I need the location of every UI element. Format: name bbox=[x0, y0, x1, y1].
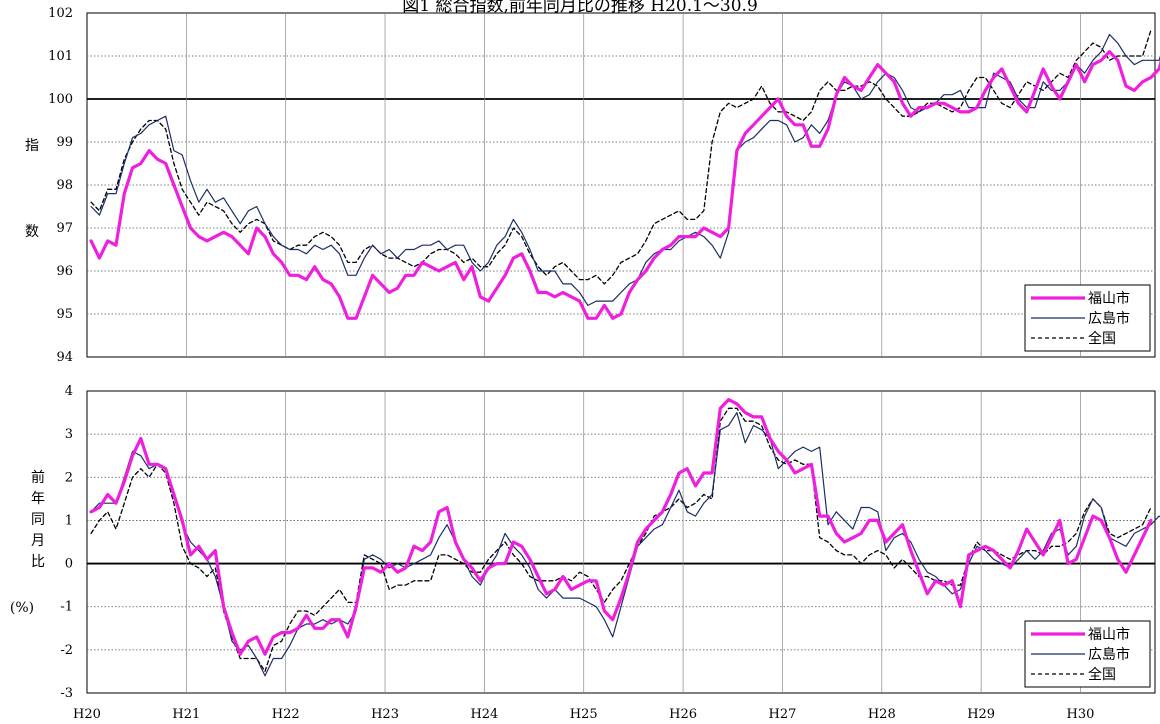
index-legend-label-national: 全国 bbox=[1088, 330, 1116, 347]
yoy-legend-label-national: 全国 bbox=[1088, 666, 1116, 683]
x-tick-label: H25 bbox=[570, 707, 598, 722]
yoy-y-tick-label: -2 bbox=[60, 643, 73, 658]
index-y-tick-labels: 94 95 96 97 98 99 100 101 102 bbox=[48, 6, 73, 365]
index-y-tick-label: 101 bbox=[48, 49, 73, 64]
yoy-series-national-line bbox=[90, 407, 1152, 673]
yoy-y-label-char: 年 bbox=[31, 491, 45, 507]
x-tick-label: H23 bbox=[371, 707, 399, 722]
yoy-y-tick-label: 4 bbox=[65, 384, 73, 399]
x-axis-tick-labels: H20 H21 H22 H23 H24 H25 H26 H27 H28 H29 H30 bbox=[73, 707, 1094, 722]
x-tick-label: H28 bbox=[868, 707, 896, 722]
x-tick-label: H21 bbox=[172, 707, 200, 722]
yoy-y-tick-label: 2 bbox=[65, 470, 73, 485]
yoy-y-tick-labels: -3 -2 -1 0 1 2 3 4 bbox=[60, 384, 73, 701]
index-y-tick-label: 99 bbox=[56, 135, 73, 150]
yoy-plot-area bbox=[86, 390, 1156, 694]
index-y-tick-label: 97 bbox=[56, 221, 73, 236]
yoy-y-label-char: 月 bbox=[31, 533, 45, 549]
x-tick-label: H30 bbox=[1067, 707, 1095, 722]
index-y-tick-label: 102 bbox=[48, 6, 73, 21]
yoy-y-label-char: 比 bbox=[31, 554, 45, 570]
index-series-fukuyama-line bbox=[89, 50, 1160, 320]
x-tick-label: H24 bbox=[470, 707, 498, 722]
yoy-y-tick-label: -1 bbox=[60, 600, 73, 615]
index-legend-label-hiroshima: 広島市 bbox=[1088, 310, 1130, 327]
yoy-y-label-char: 同 bbox=[31, 512, 45, 528]
yoy-legend-label-fukuyama: 福山市 bbox=[1088, 626, 1130, 643]
yoy-y-label-char: 前 bbox=[31, 469, 45, 486]
yoy-series-fukuyama-line bbox=[89, 398, 1153, 656]
x-tick-label: H20 bbox=[73, 707, 101, 722]
index-y-tick-label: 98 bbox=[56, 178, 73, 193]
yoy-y-tick-label: 3 bbox=[65, 427, 73, 442]
index-y-tick-label: 100 bbox=[48, 92, 73, 107]
index-y-tick-label: 95 bbox=[56, 307, 73, 322]
index-legend-label-fukuyama: 福山市 bbox=[1088, 290, 1130, 307]
yoy-legend-label-hiroshima: 広島市 bbox=[1088, 646, 1130, 663]
x-tick-label: H26 bbox=[669, 707, 697, 722]
x-tick-label: H29 bbox=[967, 707, 995, 722]
yoy-gridlines bbox=[87, 391, 1155, 693]
index-y-tick-label: 94 bbox=[56, 350, 73, 365]
yoy-series bbox=[89, 398, 1160, 677]
chart-title: 図1 総合指数,前年同月比の推移 H20.1～30.9 bbox=[402, 0, 758, 16]
yoy-y-tick-label: 0 bbox=[65, 557, 73, 572]
x-tick-label: H27 bbox=[768, 707, 796, 722]
yoy-y-tick-label: 1 bbox=[65, 513, 73, 528]
x-tick-label: H22 bbox=[272, 707, 300, 722]
yoy-y-label-unit: (%) bbox=[10, 600, 34, 616]
yoy-y-label: 前年同月比 (%) bbox=[10, 469, 45, 616]
index-series-hiroshima-line bbox=[90, 33, 1160, 306]
index-series-national-line bbox=[90, 29, 1152, 285]
index-series bbox=[89, 29, 1160, 320]
yoy-y-tick-label: -3 bbox=[60, 686, 73, 701]
index-y-label-2: 数 bbox=[25, 224, 39, 240]
index-y-tick-label: 96 bbox=[56, 264, 73, 279]
index-y-label-1: 指 bbox=[25, 138, 39, 154]
